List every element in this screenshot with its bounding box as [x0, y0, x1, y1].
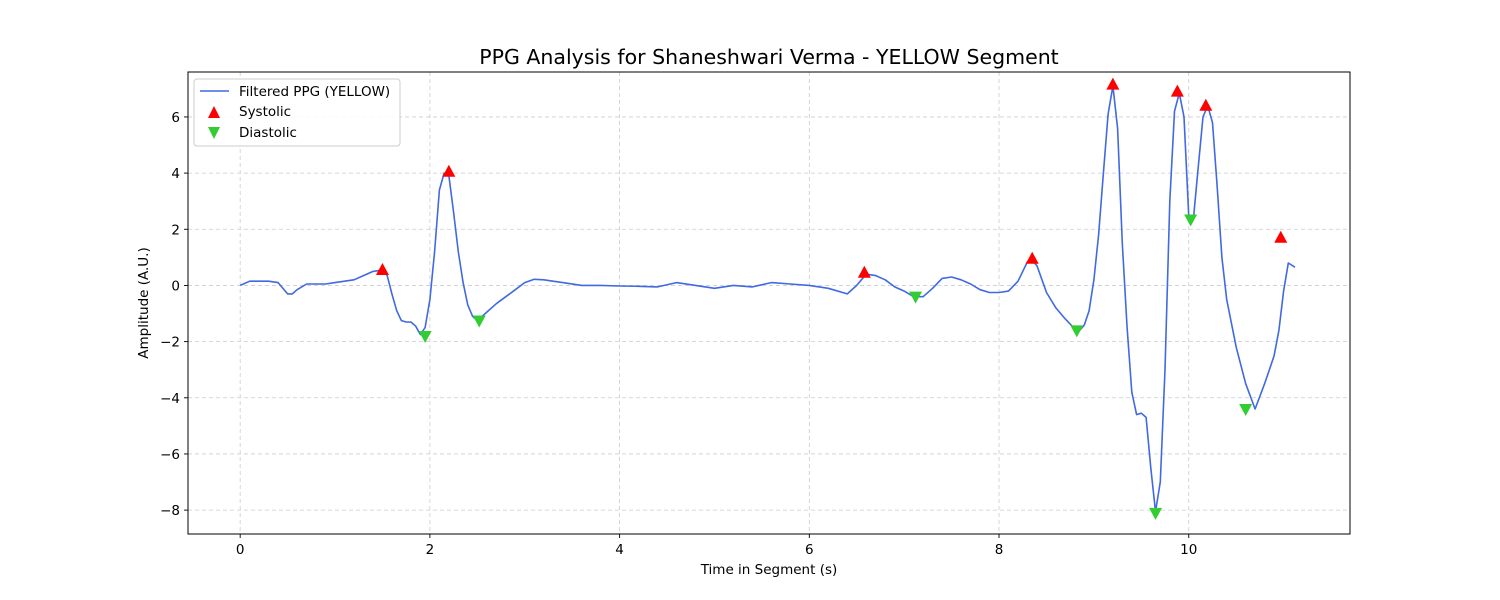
diastolic-marker	[909, 291, 923, 304]
legend-systolic-marker	[208, 106, 220, 118]
diastolic-marker	[1184, 214, 1198, 227]
systolic-marker	[1106, 77, 1120, 90]
y-tick-label: −2	[160, 335, 180, 351]
x-tick-label: 0	[236, 542, 245, 558]
y-tick-label: 4	[171, 166, 180, 182]
x-tick-label: 6	[805, 542, 814, 558]
legend-box	[193, 78, 401, 147]
diastolic-marker	[1149, 507, 1163, 520]
legend-label-filtered: Filtered PPG (YELLOW)	[239, 84, 390, 100]
y-tick-label: 6	[171, 110, 180, 126]
diastolic-marker	[418, 331, 432, 343]
systolic-marker	[1274, 230, 1288, 243]
grid	[188, 72, 1350, 534]
systolic-marker	[442, 164, 456, 177]
y-tick-label: −6	[160, 447, 180, 463]
filtered-ppg-line	[239, 85, 1296, 513]
diastolic-marker	[1070, 325, 1084, 338]
x-tick-label: 10	[1180, 542, 1197, 558]
legend-label-systolic: Systolic	[239, 104, 291, 120]
legend-label-diastolic: Diastolic	[239, 125, 297, 141]
y-tick-label: 2	[171, 222, 180, 238]
diastolic-marker	[472, 315, 486, 328]
x-tick-label: 4	[615, 542, 624, 558]
systolic-marker	[1170, 84, 1184, 97]
x-tick-label: 2	[426, 542, 435, 558]
y-tick-label: −4	[160, 391, 180, 407]
diastolic-marker	[1239, 404, 1253, 417]
x-tick-label: 8	[995, 542, 1004, 558]
legend-diastolic-marker	[208, 127, 220, 139]
y-axis-label: Amplitude (A.U.)	[136, 247, 152, 358]
systolic-marker	[857, 265, 871, 278]
systolic-marker	[375, 263, 389, 275]
plot-series	[239, 77, 1296, 520]
systolic-marker	[1025, 251, 1039, 264]
axis-ticks: 0 2 4 6 8 10 −8 −6 −4 −2 0 2 4 6	[160, 110, 1197, 558]
y-tick-label: −8	[160, 503, 180, 519]
legend: Filtered PPG (YELLOW) Systolic Diastolic	[193, 78, 401, 147]
x-axis-label: Time in Segment (s)	[700, 562, 838, 578]
systolic-marker	[1199, 98, 1213, 111]
chart-title: PPG Analysis for Shaneshwari Verma - YEL…	[479, 45, 1058, 69]
y-tick-label: 0	[171, 278, 180, 294]
plot-frame	[187, 71, 1351, 535]
